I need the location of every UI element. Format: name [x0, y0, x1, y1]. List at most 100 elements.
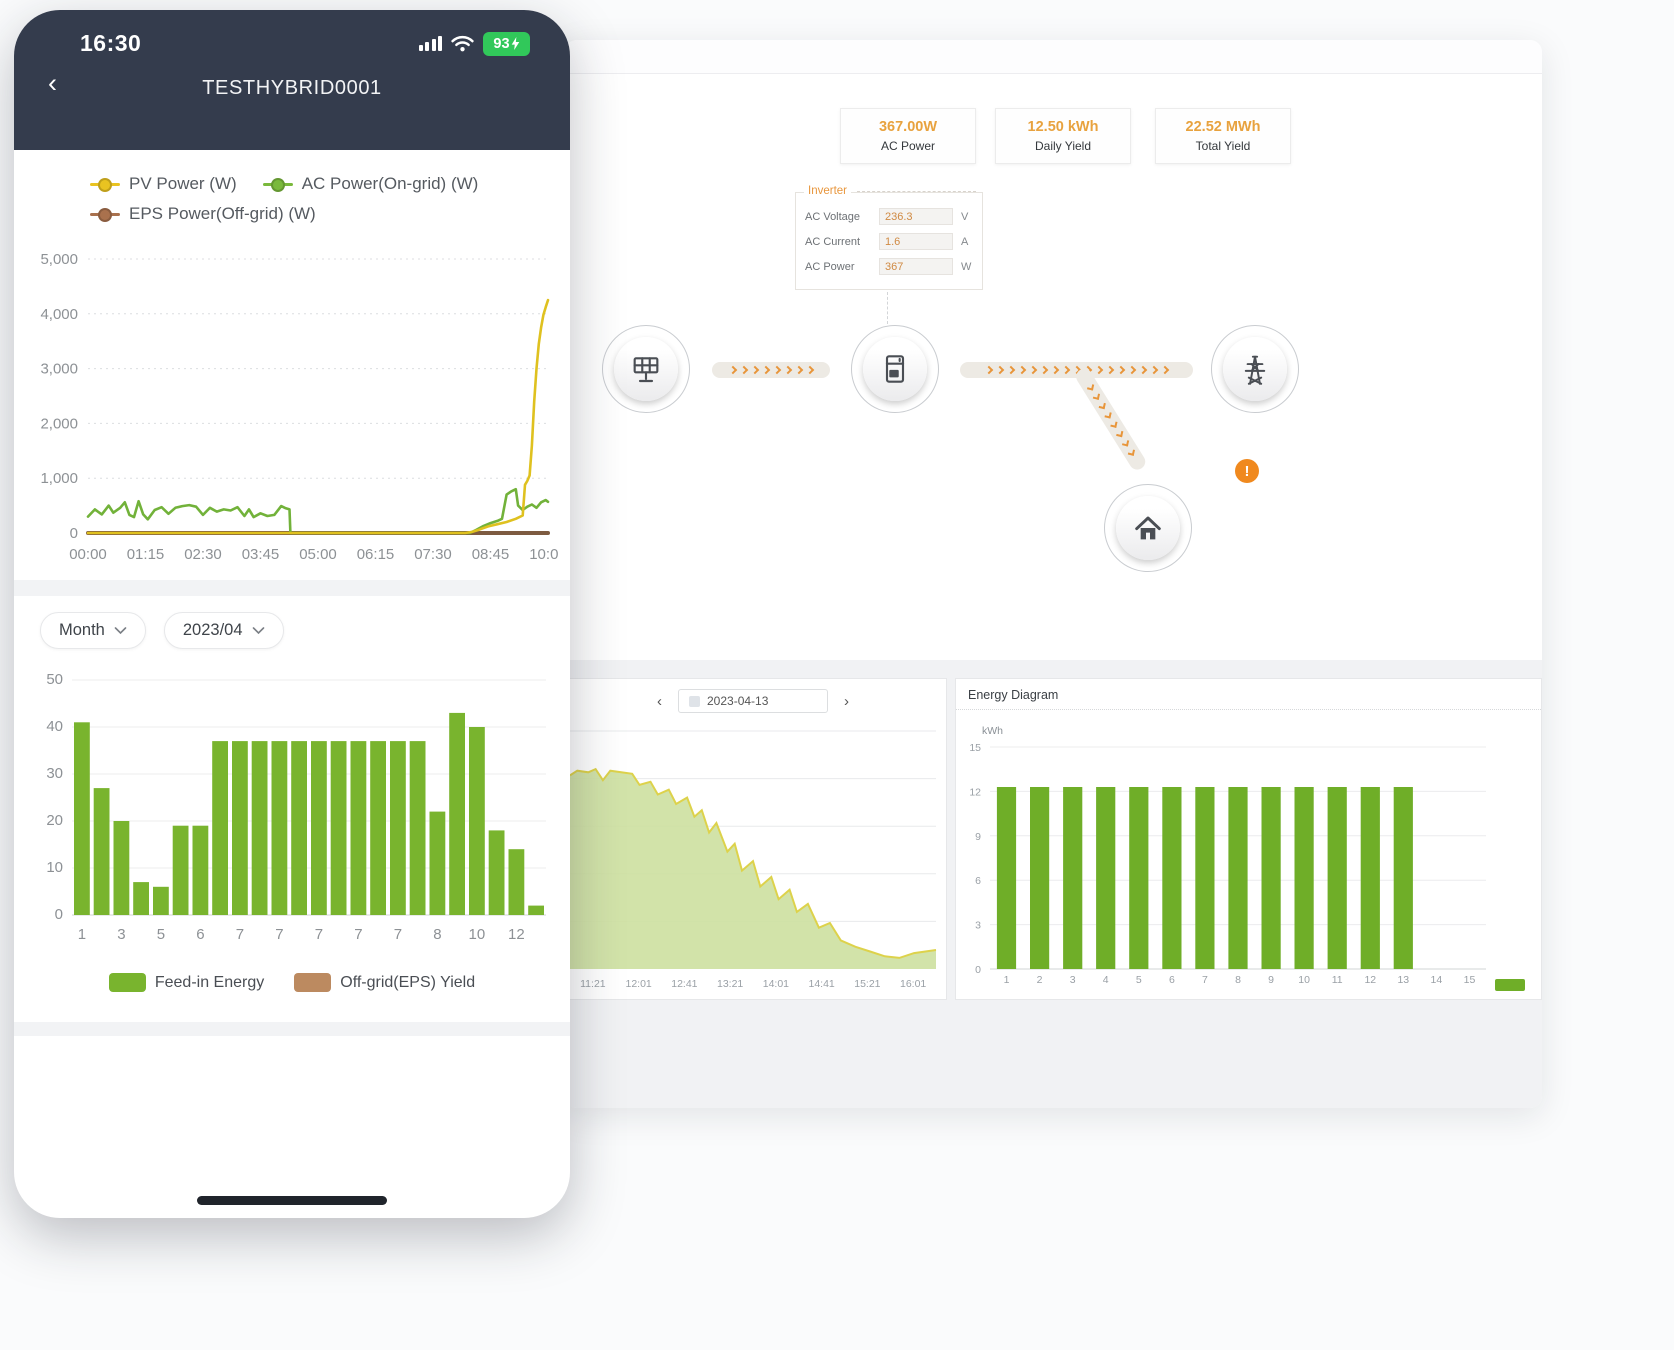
power-line-chart: 0 1,000 2,000 3,000 4,000 5,000 00:00 01:15 02:3…: [40, 251, 558, 563]
total-yield-value: 22.52 MWh: [1185, 119, 1261, 135]
back-button[interactable]: ‹: [48, 68, 57, 98]
svg-text:12: 12: [508, 926, 525, 943]
inverter-row-power: AC Power 367 W: [805, 258, 973, 275]
stat-card-daily-yield: 12.50 kWh Daily Yield: [995, 108, 1131, 164]
legend-item-pv-power[interactable]: PV Power (W): [90, 174, 237, 194]
flow-arrow-inverter-to-grid: [960, 362, 1193, 378]
svg-text:06:15: 06:15: [357, 546, 395, 563]
flow-node-inverter[interactable]: [851, 325, 939, 413]
charging-bolt-icon: [511, 37, 519, 50]
svg-text:5,000: 5,000: [40, 251, 78, 268]
flow-node-home[interactable]: [1104, 484, 1192, 572]
svg-text:0: 0: [975, 964, 981, 976]
svg-text:15: 15: [1464, 974, 1476, 986]
legend-item-eps-power[interactable]: EPS Power(Off-grid) (W): [90, 204, 316, 224]
date-prev-button[interactable]: ‹: [657, 692, 662, 710]
battery-percent: 93: [493, 35, 510, 52]
svg-text:5: 5: [1136, 974, 1142, 986]
energy-legend-swatch[interactable]: [1495, 979, 1525, 991]
daily-yield-label: Daily Yield: [1034, 139, 1092, 153]
date-picker-input[interactable]: 2023-04-13: [678, 689, 828, 713]
clock: 16:30: [80, 30, 142, 56]
svg-text:12: 12: [969, 786, 981, 798]
phone-dark-header: 16:30 93: [14, 10, 570, 150]
svg-text:07:30: 07:30: [414, 546, 452, 563]
feed-in-legend-swatch: [108, 973, 146, 992]
svg-text:01:15: 01:15: [127, 546, 165, 563]
flow-arrow-pv-to-inverter: [712, 362, 830, 378]
svg-text:05:00: 05:00: [299, 546, 337, 563]
svg-text:2: 2: [1037, 974, 1043, 986]
chevron-down-icon: [114, 626, 127, 634]
cellular-signal-icon: [418, 36, 442, 51]
svg-text:5: 5: [157, 926, 165, 943]
daily-power-area-chart: 11:21 12:01 12:41 13:21 14:01 14:41 15:21 16:01: [569, 730, 937, 990]
svg-text:7: 7: [236, 926, 244, 943]
inverter-row-current: AC Current 1.6 A: [805, 233, 973, 250]
svg-text:30: 30: [46, 765, 63, 782]
period-dropdown[interactable]: Month: [40, 612, 146, 649]
solar-panel-icon: [633, 357, 659, 383]
date-value: 2023-04-13: [707, 694, 769, 708]
flow-node-grid[interactable]: [1211, 325, 1299, 413]
nav-bar: ‹ TESTHYBRID0001: [14, 68, 570, 109]
svg-text:4,000: 4,000: [40, 306, 78, 323]
svg-text:7: 7: [1202, 974, 1208, 986]
svg-text:40: 40: [46, 718, 63, 735]
flow-node-solar-panel[interactable]: [602, 325, 690, 413]
svg-text:10: 10: [1298, 974, 1310, 986]
svg-text:11: 11: [1332, 974, 1343, 986]
legend-item-off-grid[interactable]: Off-grid(EPS) Yield: [294, 973, 475, 992]
svg-text:1,000: 1,000: [40, 470, 78, 487]
svg-text:13:21: 13:21: [717, 978, 743, 990]
svg-text:6: 6: [1169, 974, 1175, 986]
svg-text:9: 9: [975, 831, 981, 843]
inverter-row-voltage: AC Voltage 236.3 V: [805, 208, 973, 225]
svg-text:14: 14: [1431, 974, 1443, 986]
chevron-down-icon: [252, 626, 264, 634]
wifi-icon: [451, 35, 474, 52]
date-next-button[interactable]: ›: [844, 692, 849, 710]
legend-item-ac-power[interactable]: AC Power(On-grid) (W): [262, 174, 478, 194]
yield-chart-legend: Feed-in Energy Off-grid(EPS) Yield: [14, 973, 570, 992]
svg-text:7: 7: [394, 926, 402, 943]
svg-text:6: 6: [196, 926, 204, 943]
section-divider: [14, 1022, 570, 1036]
svg-text:00:00: 00:00: [69, 546, 107, 563]
svg-text:8: 8: [433, 926, 441, 943]
warning-badge[interactable]: !: [1235, 459, 1259, 483]
page-title: TESTHYBRID0001: [202, 77, 382, 99]
svg-text:10: 10: [469, 926, 486, 943]
energy-diagram-title: Energy Diagram: [956, 679, 1541, 710]
svg-text:1: 1: [1004, 974, 1010, 986]
dashed-connector: [887, 292, 888, 324]
svg-text:9: 9: [1268, 974, 1274, 986]
inverter-icon: [885, 355, 905, 383]
daily-yield-value: 12.50 kWh: [1027, 119, 1099, 135]
svg-text:08:45: 08:45: [472, 546, 510, 563]
home-icon: [1135, 516, 1161, 540]
svg-text:4: 4: [1103, 974, 1109, 986]
flow-arrow-to-home: [1073, 365, 1149, 473]
svg-text:14:41: 14:41: [808, 978, 834, 990]
daily-curve-panel: ‹ 2023-04-13 › 11:21 12:01 12:41 13:21 14:01…: [565, 678, 947, 1000]
svg-text:12: 12: [1364, 974, 1376, 986]
month-dropdown[interactable]: 2023/04: [163, 612, 284, 649]
total-yield-label: Total Yield: [1195, 139, 1251, 153]
monthly-yield-bar-chart: 0 10 20 30 40 50 1 3 5 6 7 7 7 7 7 8 10 12: [46, 671, 546, 943]
desktop-dashboard-window: 367.00W AC Power 12.50 kWh Daily Yield 2…: [565, 40, 1542, 1108]
svg-text:10:00: 10:00: [529, 546, 558, 563]
energy-axis-unit: kWh: [982, 725, 1003, 737]
pv-legend-marker: [90, 177, 120, 192]
svg-text:1: 1: [78, 926, 86, 943]
svg-text:7: 7: [354, 926, 362, 943]
ac-current-value: 1.6: [879, 233, 953, 250]
inverter-info-panel: Inverter AC Voltage 236.3 V AC Current 1…: [795, 185, 983, 290]
svg-text:3: 3: [1070, 974, 1076, 986]
window-top-bar: [565, 40, 1542, 74]
svg-text:10: 10: [46, 859, 63, 876]
stat-card-total-yield: 22.52 MWh Total Yield: [1155, 108, 1291, 164]
legend-item-feed-in[interactable]: Feed-in Energy: [108, 973, 264, 992]
